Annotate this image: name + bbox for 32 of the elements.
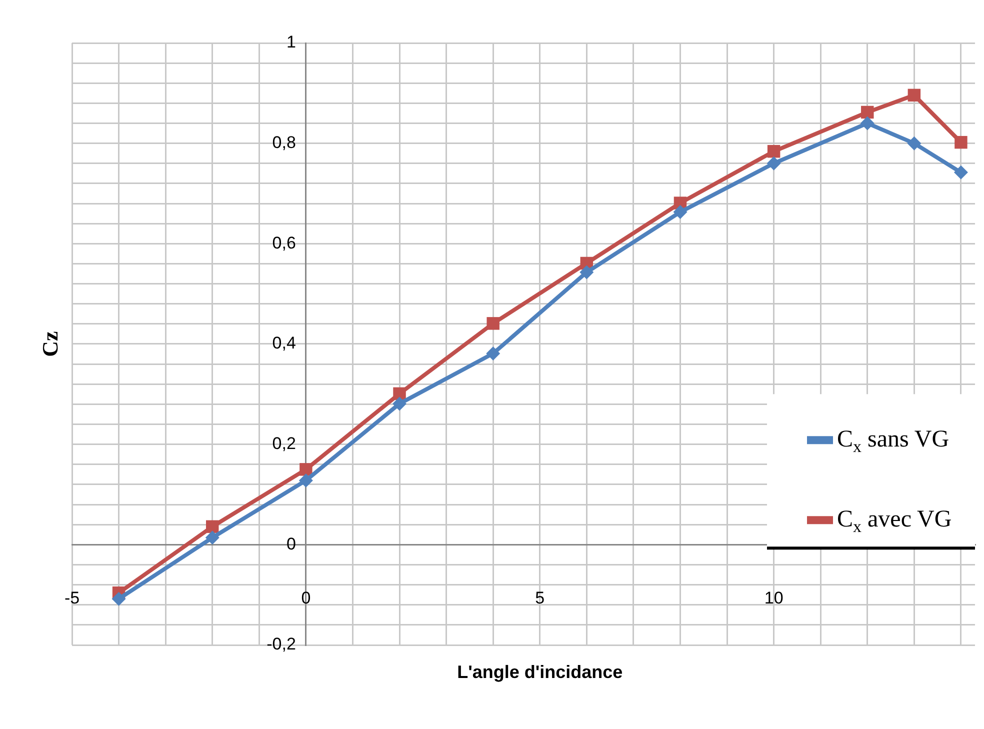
- point: [393, 387, 406, 400]
- point: [298, 473, 313, 488]
- y-tick-label: 0,2: [272, 434, 296, 454]
- y-tick-label: 0,6: [272, 233, 296, 252]
- x-tick-label: 5: [535, 588, 545, 608]
- point: [300, 463, 312, 476]
- point: [206, 520, 219, 533]
- point: [766, 156, 781, 170]
- y-tick-label: -0,2: [266, 634, 296, 654]
- point: [954, 136, 968, 149]
- y-tick-label: 1: [286, 32, 296, 52]
- x-tick-label: 10: [764, 588, 784, 608]
- x-axis-title: L'angle d'incidance: [457, 662, 623, 682]
- y-tick-label: 0: [286, 534, 296, 554]
- point: [907, 136, 922, 150]
- point: [673, 205, 688, 220]
- point: [908, 88, 921, 102]
- point: [486, 317, 500, 330]
- point: [580, 265, 594, 280]
- point: [767, 144, 780, 158]
- point: [392, 396, 407, 411]
- point: [954, 165, 968, 180]
- y-axis-title: Cz: [38, 330, 63, 357]
- y-tick-label: 0,4: [272, 334, 296, 353]
- x-tick-label: -5: [64, 588, 80, 608]
- y-tick-label: 0,8: [272, 133, 296, 152]
- point: [205, 530, 220, 545]
- point: [860, 116, 874, 130]
- point: [861, 106, 874, 119]
- x-tick-label: 0: [301, 588, 311, 608]
- point: [112, 592, 126, 606]
- point: [486, 346, 500, 361]
